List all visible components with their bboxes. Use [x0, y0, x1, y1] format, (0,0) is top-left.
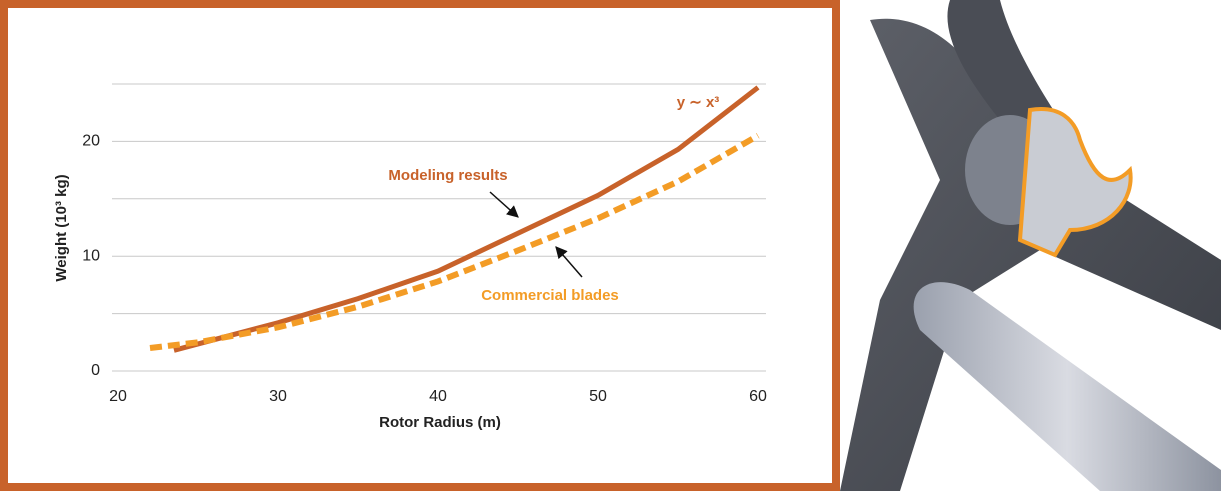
y-tick-label: 10: [82, 247, 100, 264]
arrow: [555, 246, 583, 278]
annotation: y ∼ x³: [677, 94, 720, 111]
y-tick-label: 0: [91, 362, 100, 379]
series-label: Commercial blades: [481, 287, 619, 304]
y-tick-label: 20: [82, 133, 100, 150]
x-tick-label: 60: [749, 388, 767, 405]
x-tick-label: 50: [589, 388, 607, 405]
x-axis-label: Rotor Radius (m): [379, 414, 501, 431]
x-tick-label: 30: [269, 388, 287, 405]
turbine-photo: [830, 0, 1221, 491]
series-line: [149, 133, 760, 352]
x-tick-label: 20: [109, 388, 127, 405]
y-axis-label: Weight (10³ kg): [53, 174, 70, 281]
x-tick-label: 40: [429, 388, 447, 405]
series-label: Modeling results: [388, 167, 507, 184]
series-line: [173, 85, 760, 353]
arrow: [489, 191, 519, 218]
